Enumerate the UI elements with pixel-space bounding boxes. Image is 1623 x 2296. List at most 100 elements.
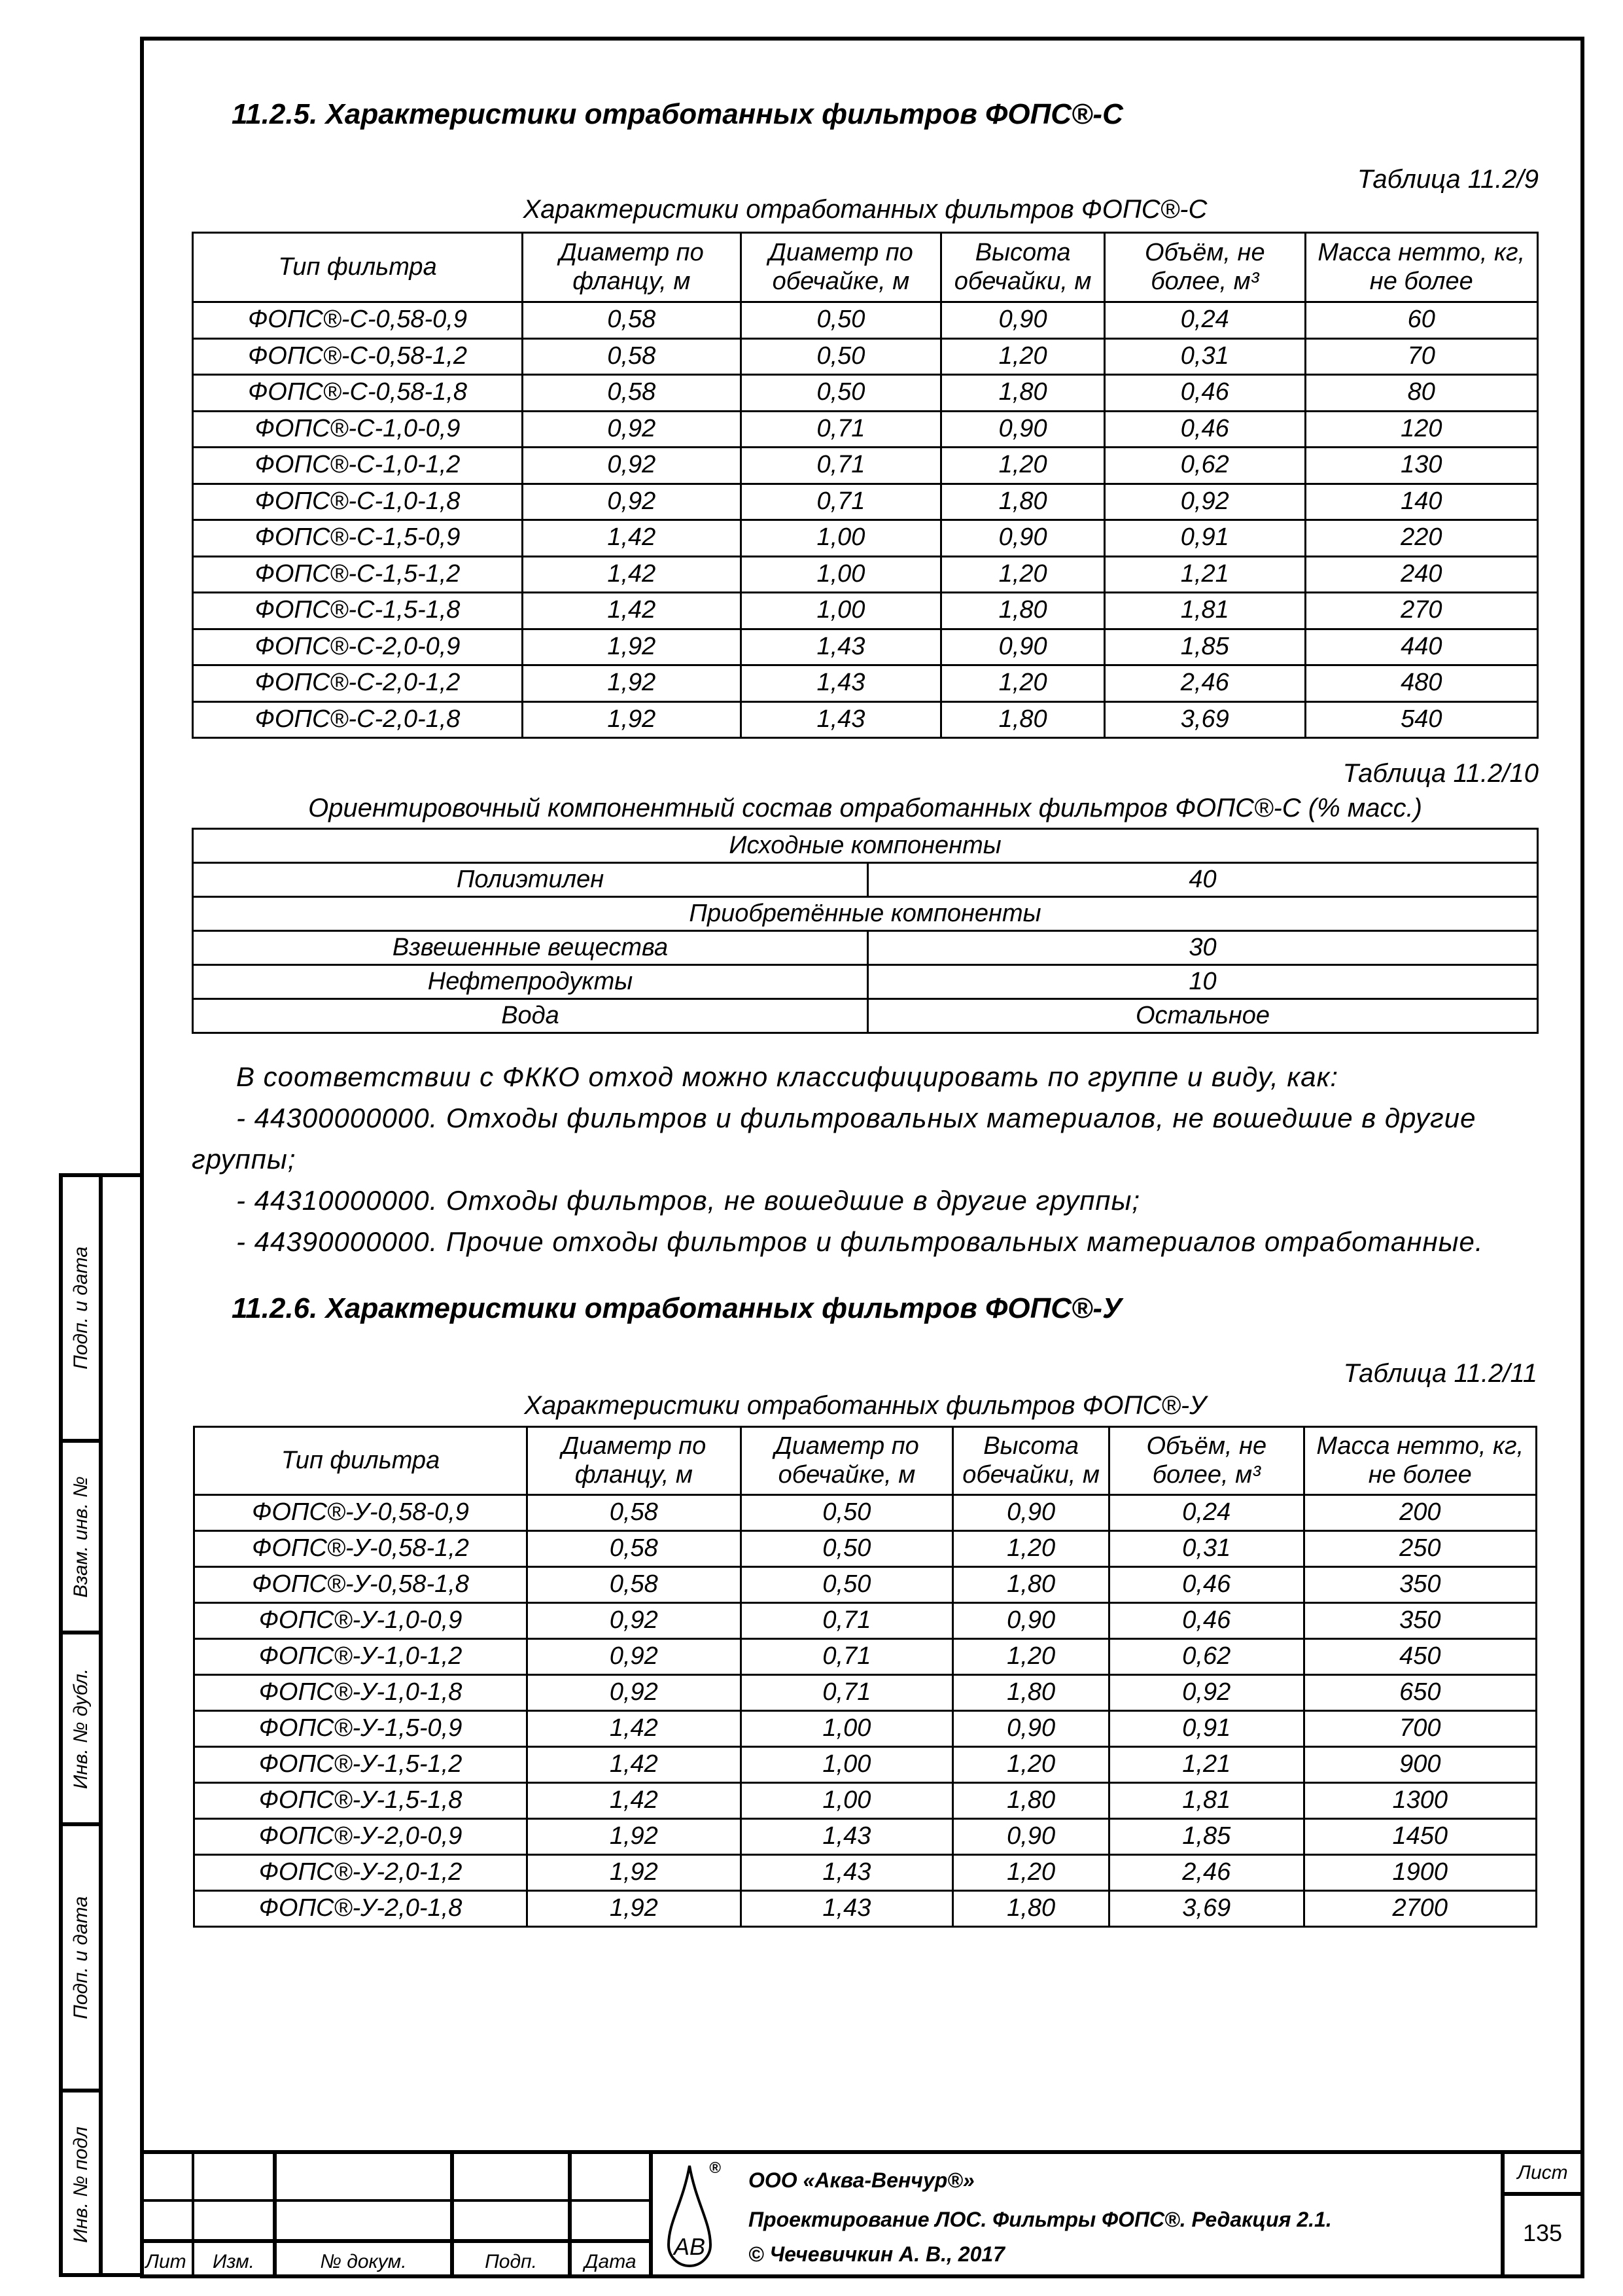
filter-type-cell: ФОПС®-У-1,5-1,2 bbox=[192, 1746, 529, 1784]
component-name-cell: Нефтепродукты bbox=[192, 964, 869, 1000]
component-name-cell: Вода bbox=[192, 998, 869, 1034]
table-row: ФОПС®-С-2,0-1,8 1,92 1,43 1,80 3,69 540 bbox=[191, 700, 1539, 739]
group-header-cell: Приобретённые компоненты bbox=[192, 896, 1539, 932]
value-cell: 1,80 bbox=[940, 592, 1106, 630]
sidebar-field: Инв. № подл bbox=[63, 2093, 99, 2277]
value-cell: 0,62 bbox=[1104, 446, 1306, 485]
filter-type-cell: ФОПС®-С-2,0-1,8 bbox=[191, 700, 524, 739]
table-label-1: Таблица 11.2/9 bbox=[1357, 165, 1539, 194]
value-cell: 1,42 bbox=[521, 555, 742, 593]
value-cell: 0,92 bbox=[526, 1638, 742, 1676]
value-cell: 0,71 bbox=[739, 482, 943, 521]
value-cell: 240 bbox=[1304, 555, 1539, 593]
value-cell: 250 bbox=[1302, 1530, 1538, 1568]
sidebar-label: Подп. и дата bbox=[69, 1246, 92, 1369]
table-row: ФОПС®-С-1,0-1,8 0,92 0,71 1,80 0,92 140 bbox=[191, 482, 1539, 521]
value-cell: 1,42 bbox=[526, 1710, 742, 1748]
table-row: ФОПС®-С-0,58-0,9 0,58 0,50 0,90 0,24 60 bbox=[191, 301, 1539, 340]
filter-type-cell: ФОПС®-С-1,5-1,2 bbox=[191, 555, 524, 593]
value-cell: 1,21 bbox=[1108, 1746, 1305, 1784]
value-cell: 0,31 bbox=[1108, 1530, 1305, 1568]
value-cell: 540 bbox=[1304, 700, 1539, 739]
filter-type-cell: ФОПС®-У-2,0-0,9 bbox=[192, 1818, 529, 1856]
value-cell: 1,92 bbox=[526, 1890, 742, 1928]
value-cell: 1,20 bbox=[952, 1854, 1111, 1892]
value-cell: 1,00 bbox=[739, 555, 943, 593]
value-cell: 350 bbox=[1302, 1602, 1538, 1640]
column-header: Объём, не более, м³ bbox=[1108, 1426, 1305, 1496]
table-row: ФОПС®-С-1,5-0,9 1,42 1,00 0,90 0,91 220 bbox=[191, 519, 1539, 557]
value-cell: 0,90 bbox=[952, 1818, 1111, 1856]
value-cell: 1,43 bbox=[739, 664, 943, 703]
value-cell: 0,58 bbox=[526, 1494, 742, 1532]
value-cell: 0,92 bbox=[521, 446, 742, 485]
paragraph-line: группы; bbox=[192, 1144, 296, 1174]
project-title: Проектирование ЛОС. Фильтры ФОПС®. Редак… bbox=[748, 2208, 1332, 2231]
value-cell: 1,80 bbox=[940, 374, 1106, 412]
filter-type-cell: ФОПС®-У-1,0-1,8 bbox=[192, 1674, 529, 1712]
svg-text:AB: AB bbox=[672, 2233, 705, 2260]
paragraph-line: В соответствии с ФККО отход можно класси… bbox=[236, 1061, 1339, 1092]
value-cell: 0,71 bbox=[739, 410, 943, 448]
col-doc: № докум. bbox=[320, 2251, 407, 2272]
group-header-cell: Исходные компоненты bbox=[192, 828, 1539, 864]
value-cell: 0,31 bbox=[1104, 337, 1306, 376]
column-header: Высота обечайки, м bbox=[940, 232, 1106, 303]
sidebar-field: Подп. и дата bbox=[63, 1177, 99, 1443]
table-row: ФОПС®-У-2,0-1,8 1,92 1,43 1,80 3,69 2700 bbox=[192, 1890, 1538, 1928]
value-cell: 220 bbox=[1304, 519, 1539, 557]
filter-type-cell: ФОПС®-С-1,0-1,8 bbox=[191, 482, 524, 521]
value-cell: 0,58 bbox=[521, 337, 742, 376]
table-label-3: Таблица 11.2/11 bbox=[1343, 1359, 1537, 1388]
value-cell: 0,58 bbox=[521, 374, 742, 412]
value-cell: 1,92 bbox=[526, 1854, 742, 1892]
value-cell: 3,69 bbox=[1108, 1890, 1305, 1928]
value-cell: 1900 bbox=[1302, 1854, 1538, 1892]
value-cell: 0,50 bbox=[739, 374, 943, 412]
filter-type-cell: ФОПС®-У-0,58-1,2 bbox=[192, 1530, 529, 1568]
filter-type-cell: ФОПС®-У-2,0-1,2 bbox=[192, 1854, 529, 1892]
value-cell: 2,46 bbox=[1104, 664, 1306, 703]
component-value-cell: 40 bbox=[867, 862, 1539, 898]
value-cell: 350 bbox=[1302, 1566, 1538, 1604]
value-cell: 480 bbox=[1304, 664, 1539, 703]
table-row: ФОПС®-У-1,5-0,9 1,42 1,00 0,90 0,91 700 bbox=[192, 1710, 1538, 1748]
col-sign: Подп. bbox=[485, 2251, 537, 2272]
filter-type-cell: ФОПС®-У-0,58-1,8 bbox=[192, 1566, 529, 1604]
value-cell: 0,46 bbox=[1108, 1602, 1305, 1640]
value-cell: 0,92 bbox=[1104, 482, 1306, 521]
copyright: © Чечевичкин А. В., 2017 bbox=[748, 2242, 1005, 2266]
filter-type-cell: ФОПС®-У-1,5-0,9 bbox=[192, 1710, 529, 1748]
value-cell: 60 bbox=[1304, 301, 1539, 340]
value-cell: 1,92 bbox=[521, 627, 742, 666]
component-value-cell: Остальное bbox=[867, 998, 1539, 1034]
column-header: Диаметр по обечайке, м bbox=[739, 1426, 954, 1496]
title-block: Лит Изм. № докум. Подп. Дата AB ® ООО «А… bbox=[140, 2150, 1580, 2278]
company-logo-icon: AB bbox=[667, 2165, 712, 2267]
filter-type-cell: ФОПС®-С-2,0-1,2 bbox=[191, 664, 524, 703]
value-cell: 1,20 bbox=[952, 1638, 1111, 1676]
value-cell: 70 bbox=[1304, 337, 1539, 376]
filter-type-cell: ФОПС®-У-1,0-0,9 bbox=[192, 1602, 529, 1640]
column-header: Тип фильтра bbox=[191, 232, 524, 303]
value-cell: 1,42 bbox=[526, 1746, 742, 1784]
value-cell: 0,50 bbox=[739, 337, 943, 376]
value-cell: 0,90 bbox=[952, 1710, 1111, 1748]
column-header: Диаметр по фланцу, м bbox=[521, 232, 742, 303]
value-cell: 0,91 bbox=[1104, 519, 1306, 557]
col-izm: Изм. bbox=[213, 2251, 254, 2272]
table-caption-3: Характеристики отработанных фильтров ФОП… bbox=[524, 1391, 1206, 1420]
column-header: Тип фильтра bbox=[192, 1426, 529, 1496]
value-cell: 1,21 bbox=[1104, 555, 1306, 593]
table-row: ФОПС®-У-0,58-1,8 0,58 0,50 1,80 0,46 350 bbox=[192, 1566, 1538, 1604]
value-cell: 650 bbox=[1302, 1674, 1538, 1712]
value-cell: 1,80 bbox=[952, 1782, 1111, 1820]
value-cell: 1,43 bbox=[739, 1854, 954, 1892]
value-cell: 1,92 bbox=[521, 664, 742, 703]
table-row: ФОПС®-У-1,0-0,9 0,92 0,71 0,90 0,46 350 bbox=[192, 1602, 1538, 1640]
filter-type-cell: ФОПС®-С-2,0-0,9 bbox=[191, 627, 524, 666]
column-header: Диаметр по обечайке, м bbox=[739, 232, 943, 303]
sidebar-divider bbox=[99, 1177, 103, 2273]
filter-type-cell: ФОПС®-С-0,58-1,8 bbox=[191, 374, 524, 412]
sidebar-stamp: Подп. и дата Взам. инв. № Инв. № дубл. П… bbox=[59, 1173, 140, 2277]
